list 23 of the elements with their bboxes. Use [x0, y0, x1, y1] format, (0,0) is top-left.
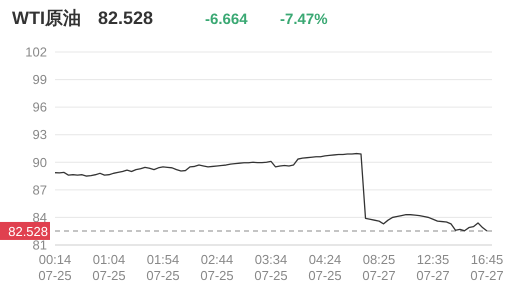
y-tick-label: 81: [32, 238, 47, 252]
x-tick-label: 02:44 07-25: [200, 252, 234, 283]
y-tick-label: 84: [32, 210, 47, 225]
y-tick-label: 90: [32, 154, 47, 170]
x-tick-label: 03:34 07-25: [254, 252, 288, 283]
x-tick-label: 04:24 07-25: [308, 252, 342, 283]
text: -6.664: [205, 11, 248, 28]
x-tick-label: 01:54 07-25: [146, 252, 180, 283]
y-tick-label: 93: [32, 127, 47, 142]
line-series: [54, 152, 488, 232]
text: 82.528: [98, 8, 154, 28]
x-tick-label: 12:35 07-27: [416, 252, 450, 283]
ref-line-label: 82.528: [8, 224, 48, 239]
x-tick-label: 00:14 07-25: [38, 252, 72, 283]
x-tick-label: 08:25 07-27: [362, 252, 396, 283]
y-tick-label: 99: [32, 72, 47, 88]
y-tick-label: 87: [32, 182, 47, 198]
y-tick-label: 96: [32, 100, 47, 115]
x-tick-label: 16:45 07-27: [470, 252, 504, 283]
chart-title: WTI原油: [12, 8, 81, 28]
x-tick-label: 01:04 07-25: [92, 252, 126, 283]
y-tick-label: 102: [25, 44, 47, 60]
text: -7.47%: [280, 11, 328, 28]
